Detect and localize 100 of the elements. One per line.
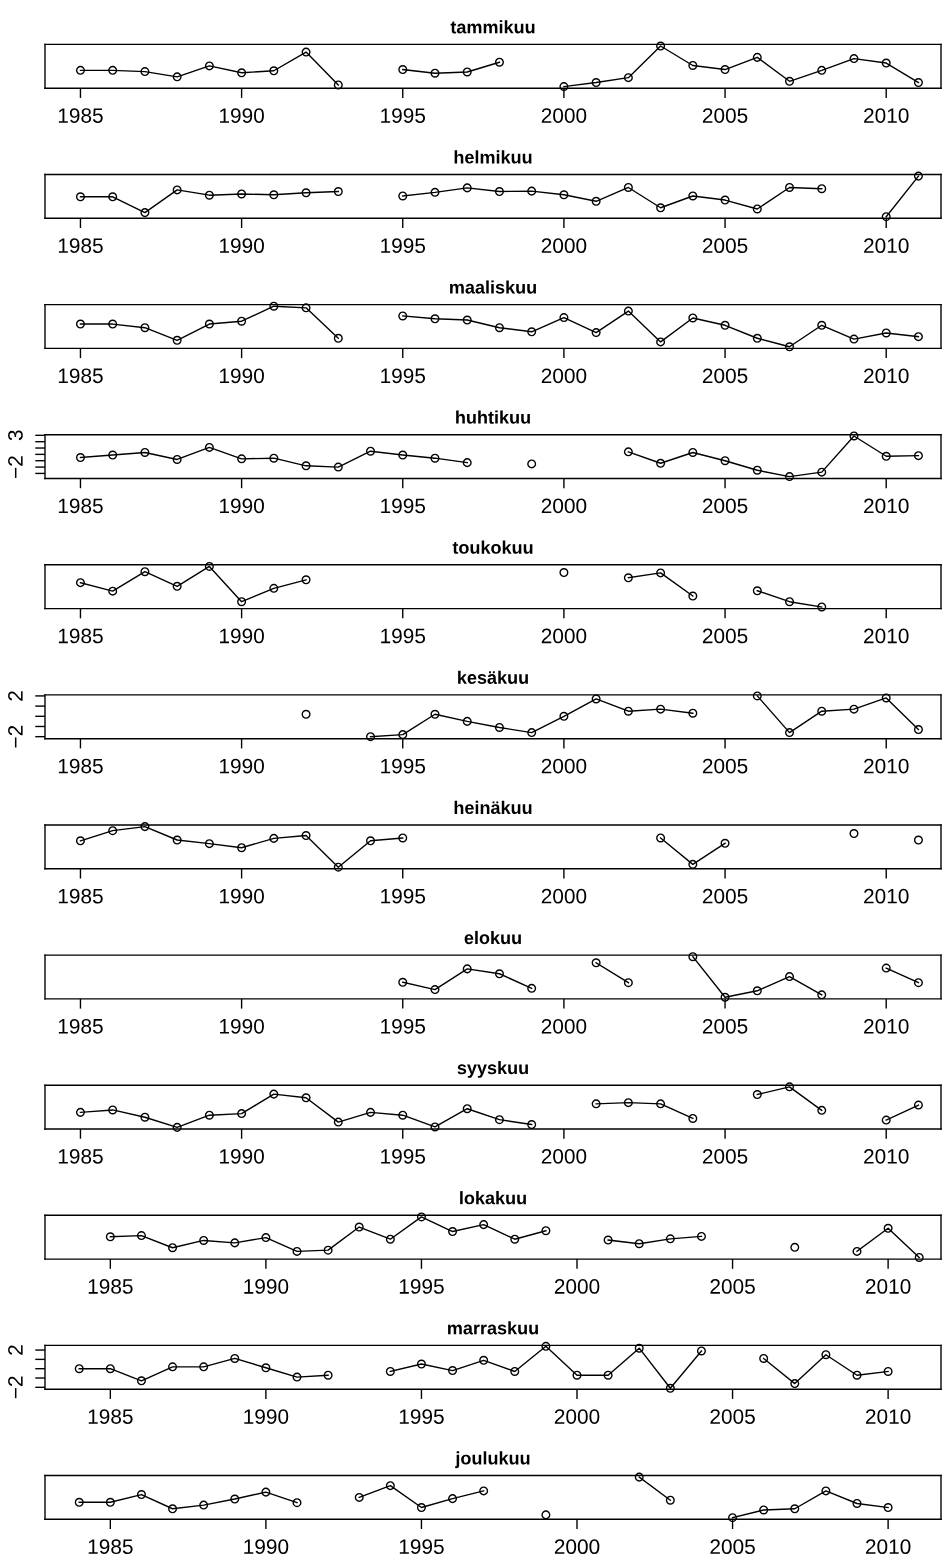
point [398, 977, 408, 987]
point [448, 1227, 458, 1237]
chart-title: tammikuu [450, 20, 535, 34]
point [430, 187, 440, 197]
point [140, 822, 150, 832]
point [204, 442, 214, 452]
point [591, 1099, 601, 1109]
point [366, 446, 376, 456]
point [136, 1231, 146, 1241]
point [269, 833, 279, 843]
y-tick-label: 3 [8, 430, 23, 441]
x-tick-label: 2005 [702, 498, 748, 514]
point [559, 313, 569, 323]
x-tick-label: 2010 [864, 108, 909, 123]
point [623, 306, 633, 316]
x-tick-label: 2010 [864, 238, 909, 254]
point [817, 320, 827, 330]
point [366, 732, 376, 742]
x-tick-label: 2000 [554, 1409, 600, 1424]
point [752, 1090, 762, 1100]
point [74, 1497, 84, 1507]
point [688, 60, 698, 71]
point [269, 66, 279, 76]
point [462, 315, 472, 325]
point [430, 453, 440, 463]
point [688, 591, 698, 601]
point [817, 602, 827, 612]
point [881, 58, 891, 68]
point [623, 573, 633, 583]
point [204, 1110, 214, 1120]
point [462, 183, 472, 193]
x-tick-label: 1985 [58, 368, 103, 384]
point [416, 1359, 426, 1369]
x-tick-label: 1990 [220, 368, 264, 384]
point [656, 704, 666, 714]
point [140, 67, 150, 77]
x-tick-label: 2010 [864, 498, 909, 514]
y-tick-label: −2 [8, 456, 23, 478]
point [172, 72, 182, 82]
point [849, 54, 859, 64]
point [301, 188, 311, 198]
point [333, 862, 343, 872]
point [75, 65, 85, 75]
point [752, 691, 762, 701]
point [462, 964, 472, 974]
point [759, 1353, 769, 1363]
point [720, 65, 730, 75]
point [237, 843, 247, 853]
point [230, 1238, 240, 1248]
point [301, 1093, 311, 1103]
point [398, 1110, 408, 1120]
point [494, 969, 504, 979]
point [479, 1220, 489, 1230]
chart-title: elokuu [464, 930, 521, 945]
point [385, 1234, 395, 1244]
x-tick-label: 1990 [220, 1018, 264, 1034]
point [269, 583, 279, 593]
point [168, 1362, 178, 1372]
point [849, 431, 859, 441]
point [140, 567, 150, 577]
x-tick-label: 2000 [541, 758, 587, 774]
point [462, 458, 472, 468]
point [105, 1364, 115, 1374]
point [398, 311, 408, 321]
point [665, 1234, 675, 1244]
point [333, 462, 343, 472]
x-tick-label: 1990 [220, 1148, 264, 1164]
point [385, 1366, 395, 1377]
x-tick-label: 1990 [220, 888, 264, 904]
point [269, 1089, 279, 1099]
point [237, 189, 247, 199]
point [591, 694, 601, 704]
point [199, 1235, 209, 1245]
point [881, 212, 891, 222]
x-tick-label: 2010 [864, 888, 909, 904]
point [140, 208, 150, 218]
point [656, 203, 666, 213]
point [752, 204, 762, 214]
point [140, 447, 150, 457]
x-tick-label: 2000 [541, 368, 587, 384]
point [292, 1498, 302, 1508]
point [881, 963, 891, 973]
point [785, 597, 795, 607]
point [494, 57, 504, 67]
x-tick-label: 1995 [381, 108, 426, 123]
x-tick-label: 2005 [702, 1148, 748, 1164]
point [752, 333, 762, 343]
point [527, 728, 537, 738]
point [199, 1500, 209, 1510]
point [688, 952, 698, 962]
x-tick-label: 1985 [58, 628, 103, 644]
point [881, 1115, 891, 1125]
x-tick-label: 1985 [88, 1539, 133, 1555]
point [527, 186, 537, 196]
x-tick-label: 2000 [541, 1018, 587, 1034]
point [591, 196, 601, 206]
x-tick-label: 1995 [381, 238, 426, 254]
x-tick-label: 1985 [58, 108, 103, 123]
point [462, 1104, 472, 1114]
point [881, 451, 891, 461]
